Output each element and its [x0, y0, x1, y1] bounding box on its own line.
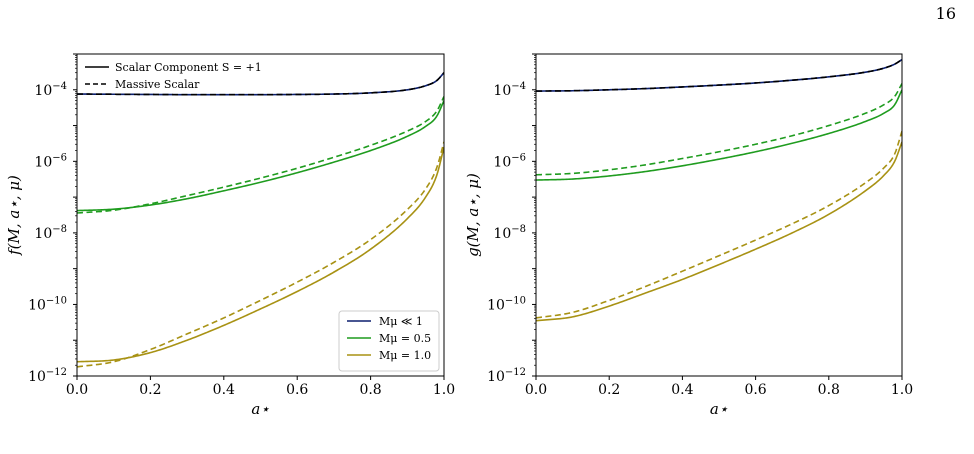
y-axis-label: g(M, a⋆, μ) [464, 173, 482, 257]
x-axis-label: a⋆ [710, 400, 728, 418]
x-tick-label: 0.4 [213, 382, 235, 398]
legend-label: Mμ = 0.5 [379, 332, 431, 345]
legend-box [338, 310, 440, 372]
axes-frame [535, 53, 903, 377]
x-tick-label: 0.8 [818, 382, 840, 398]
y-tick-exponent: −8 [52, 224, 67, 235]
x-tick-label: 0.0 [66, 382, 88, 398]
legend-label: Massive Scalar [115, 78, 200, 91]
y-tick-exponent: −4 [52, 81, 67, 92]
y-tick-label: 10−10 [487, 295, 526, 313]
x-axis-label: a⋆ [251, 400, 269, 418]
y-tick-label: 10−12 [487, 367, 526, 385]
y-tick-label: 10−8 [34, 224, 67, 242]
y-tick-base: 10 [28, 369, 46, 385]
x-tick-label: 0.2 [598, 382, 620, 398]
series-M-1_0-solid [77, 146, 444, 363]
axes-frame [76, 53, 445, 377]
x-tick-label: 0.2 [139, 382, 161, 398]
chart-panel-2: 0.0 0.2 0.4 0.6 0.8 1.010−1210−1010−810−610−4… [464, 53, 913, 418]
y-tick-label: 10−10 [28, 295, 67, 313]
series-M-1_0-solid [536, 141, 902, 322]
y-tick-exponent: −6 [52, 152, 67, 163]
series-M-0_5-solid [77, 100, 444, 212]
x-tick-label: 0.6 [744, 382, 766, 398]
y-tick-exponent: −10 [46, 295, 67, 306]
legend-label: Mμ ≪ 1 [379, 315, 423, 328]
y-tick-base: 10 [34, 226, 52, 242]
y-tick-exponent: −12 [46, 367, 67, 378]
series-M-0_5-dashed [77, 96, 444, 214]
y-tick-base: 10 [493, 226, 511, 242]
y-tick-base: 10 [493, 154, 511, 170]
y-tick-base: 10 [34, 154, 52, 170]
y-tick-base: 10 [28, 297, 46, 313]
y-tick-base: 10 [493, 83, 511, 99]
y-tick-exponent: −4 [511, 81, 526, 92]
chart-panel-1: 0.0 0.2 0.4 0.6 0.8 1.010−1210−1010−810−610−4… [5, 53, 455, 418]
y-tick-exponent: −8 [511, 224, 526, 235]
x-tick-label: 0.4 [671, 382, 693, 398]
y-tick-base: 10 [34, 83, 52, 99]
y-tick-base: 10 [487, 369, 505, 385]
legend-label: Scalar Component S = +1 [115, 61, 262, 74]
series-M-1_0-dashed [536, 130, 902, 319]
y-tick-label: 10−12 [28, 367, 67, 385]
y-tick-exponent: −6 [511, 152, 526, 163]
x-tick-label: 1.0 [433, 382, 455, 398]
series-M-0_5-solid [536, 89, 902, 181]
x-tick-label: 0.8 [359, 382, 381, 398]
y-tick-exponent: −10 [505, 295, 526, 306]
y-tick-label: 10−4 [493, 81, 526, 99]
series-M-1-dashed [77, 72, 444, 96]
y-axis-label: f(M, a⋆, μ) [5, 175, 23, 256]
x-tick-label: 0.0 [525, 382, 547, 398]
y-tick-label: 10−6 [493, 152, 526, 170]
series-group [536, 58, 902, 322]
x-tick-label: 0.6 [286, 382, 308, 398]
legend-label: Mμ = 1.0 [379, 349, 431, 362]
series-M-1_0-dashed [77, 141, 444, 368]
y-tick-base: 10 [487, 297, 505, 313]
x-tick-label: 1.0 [891, 382, 913, 398]
series-M-1-dashed [536, 58, 902, 92]
y-tick-label: 10−4 [34, 81, 67, 99]
series-M-0_5-dashed [536, 83, 902, 176]
y-tick-label: 10−8 [493, 224, 526, 242]
page-number: 16 [935, 4, 956, 23]
y-tick-exponent: −12 [505, 367, 526, 378]
y-tick-label: 10−6 [34, 152, 67, 170]
series-group [77, 72, 444, 368]
series-M-1-solid [536, 58, 902, 92]
